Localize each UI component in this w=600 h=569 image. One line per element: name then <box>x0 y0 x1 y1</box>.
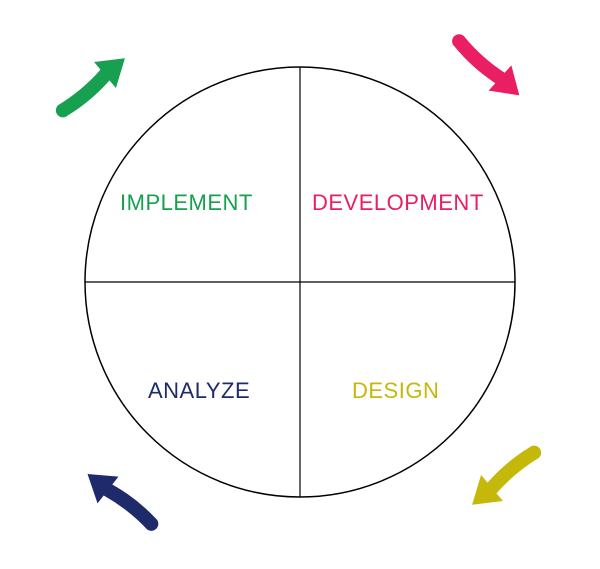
design-arrow <box>461 435 550 518</box>
cycle-diagram: IMPLEMENT DEVELOPMENT ANALYZE DESIGN <box>0 0 600 564</box>
quadrant-label-analyze: ANALYZE <box>148 378 250 404</box>
implement-arrow <box>47 45 136 128</box>
quadrant-label-implement: IMPLEMENT <box>120 190 253 216</box>
development-arrow <box>443 24 531 108</box>
analyze-arrow <box>77 461 167 542</box>
quadrant-label-development: DEVELOPMENT <box>312 190 484 216</box>
diagram-svg <box>0 0 600 564</box>
quadrant-label-design: DESIGN <box>352 378 439 404</box>
